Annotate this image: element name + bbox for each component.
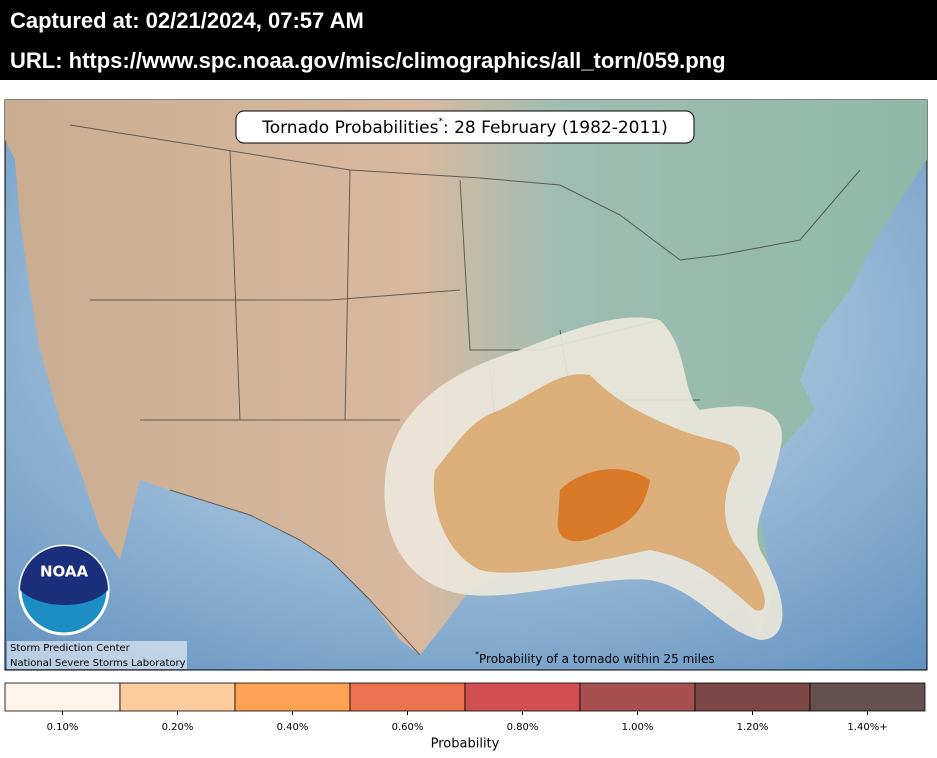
captured-at: Captured at: 02/21/2024, 07:57 AM <box>10 8 364 33</box>
credits-bg <box>7 641 187 669</box>
footnote-marker: * <box>475 650 479 659</box>
legend-label: 0.60% <box>392 722 424 733</box>
title-marker: * <box>438 117 443 127</box>
map-title: Tornado Probabilities*: 28 February (198… <box>261 117 668 139</box>
legend-label: 0.40% <box>277 722 309 733</box>
credit-line: Storm Prediction Center <box>10 643 131 654</box>
footnote: *Probability of a tornado within 25 mile… <box>475 650 715 666</box>
color-swatch <box>579 682 696 712</box>
color-swatch <box>694 682 811 712</box>
color-swatch <box>464 682 581 712</box>
legend-label: 1.00% <box>622 722 654 733</box>
legend-label: 0.10% <box>47 722 79 733</box>
legend-label: 1.40%+ <box>847 722 887 733</box>
credit-line: National Severe Storms Laboratory <box>10 658 186 669</box>
title-rest: : 28 February (1982-2011) <box>443 118 668 138</box>
title-box <box>235 110 695 144</box>
color-swatch <box>234 682 351 712</box>
legend-label: 0.80% <box>507 722 539 733</box>
color-swatch <box>349 682 466 712</box>
color-swatch <box>119 682 236 712</box>
capture-header: Captured at: 02/21/2024, 07:57 AM URL: h… <box>0 0 937 80</box>
color-swatch <box>809 682 926 712</box>
prob-area-high <box>557 469 650 542</box>
logo-text: NOAA <box>40 563 89 581</box>
colorbar: 0.10% 0.20% 0.40% 0.60% 0.80% 1.00% 1.20% 1.40%… <box>4 682 926 733</box>
legend-label: 0.20% <box>162 722 194 733</box>
url: URL: https://www.spc.noaa.gov/misc/climo… <box>10 48 726 73</box>
title-main: Tornado Probabilities <box>261 118 438 138</box>
color-swatch <box>4 682 121 712</box>
noaa-logo: NOAA <box>18 544 110 636</box>
legend-title: Probability <box>431 737 500 752</box>
legend-label: 1.20% <box>737 722 769 733</box>
footnote-text: Probability of a tornado within 25 miles <box>479 652 715 666</box>
